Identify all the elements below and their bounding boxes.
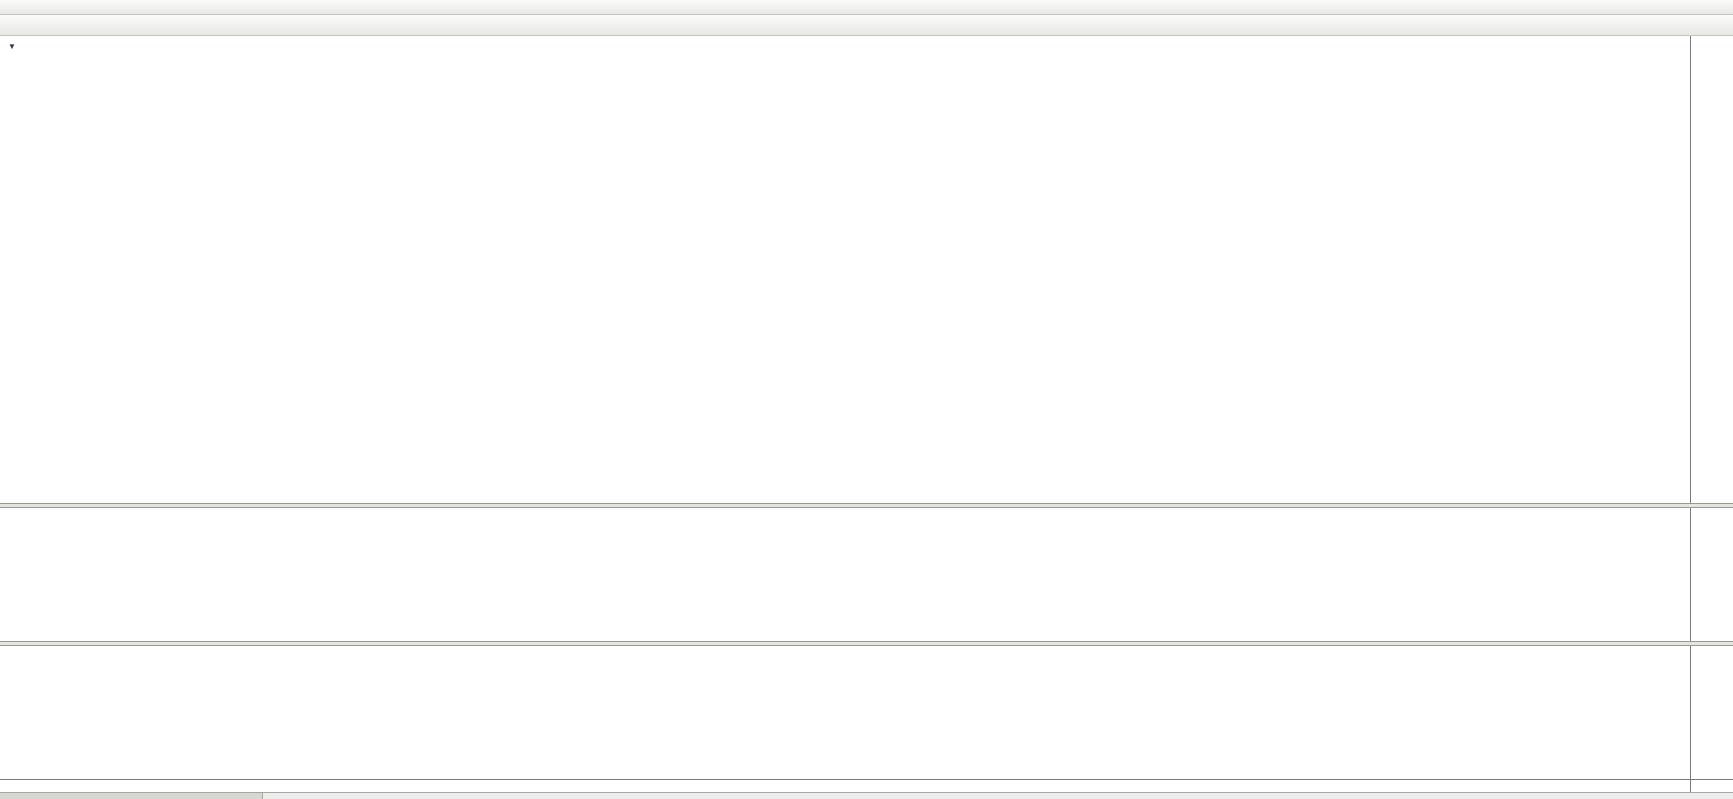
timeframes-toolbar (0, 15, 1733, 36)
time-axis-divider (0, 779, 1733, 780)
standard-toolbar (0, 0, 1733, 15)
chart-collapse-triangle[interactable]: ▼ (8, 42, 16, 51)
rsi-pane-separator[interactable] (0, 641, 1733, 646)
macd-indicator-label (8, 510, 29, 522)
rsi-indicator-label (8, 647, 22, 659)
chart-window: ▼ (0, 36, 1733, 792)
chart-canvas[interactable] (0, 36, 1690, 792)
price-axis-divider[interactable] (1690, 36, 1691, 792)
chart-ohlc-header: ▼ (8, 40, 46, 52)
macd-pane-separator[interactable] (0, 503, 1733, 508)
bottom-bar (0, 792, 1733, 799)
chart-tabs-strip[interactable] (0, 793, 263, 799)
